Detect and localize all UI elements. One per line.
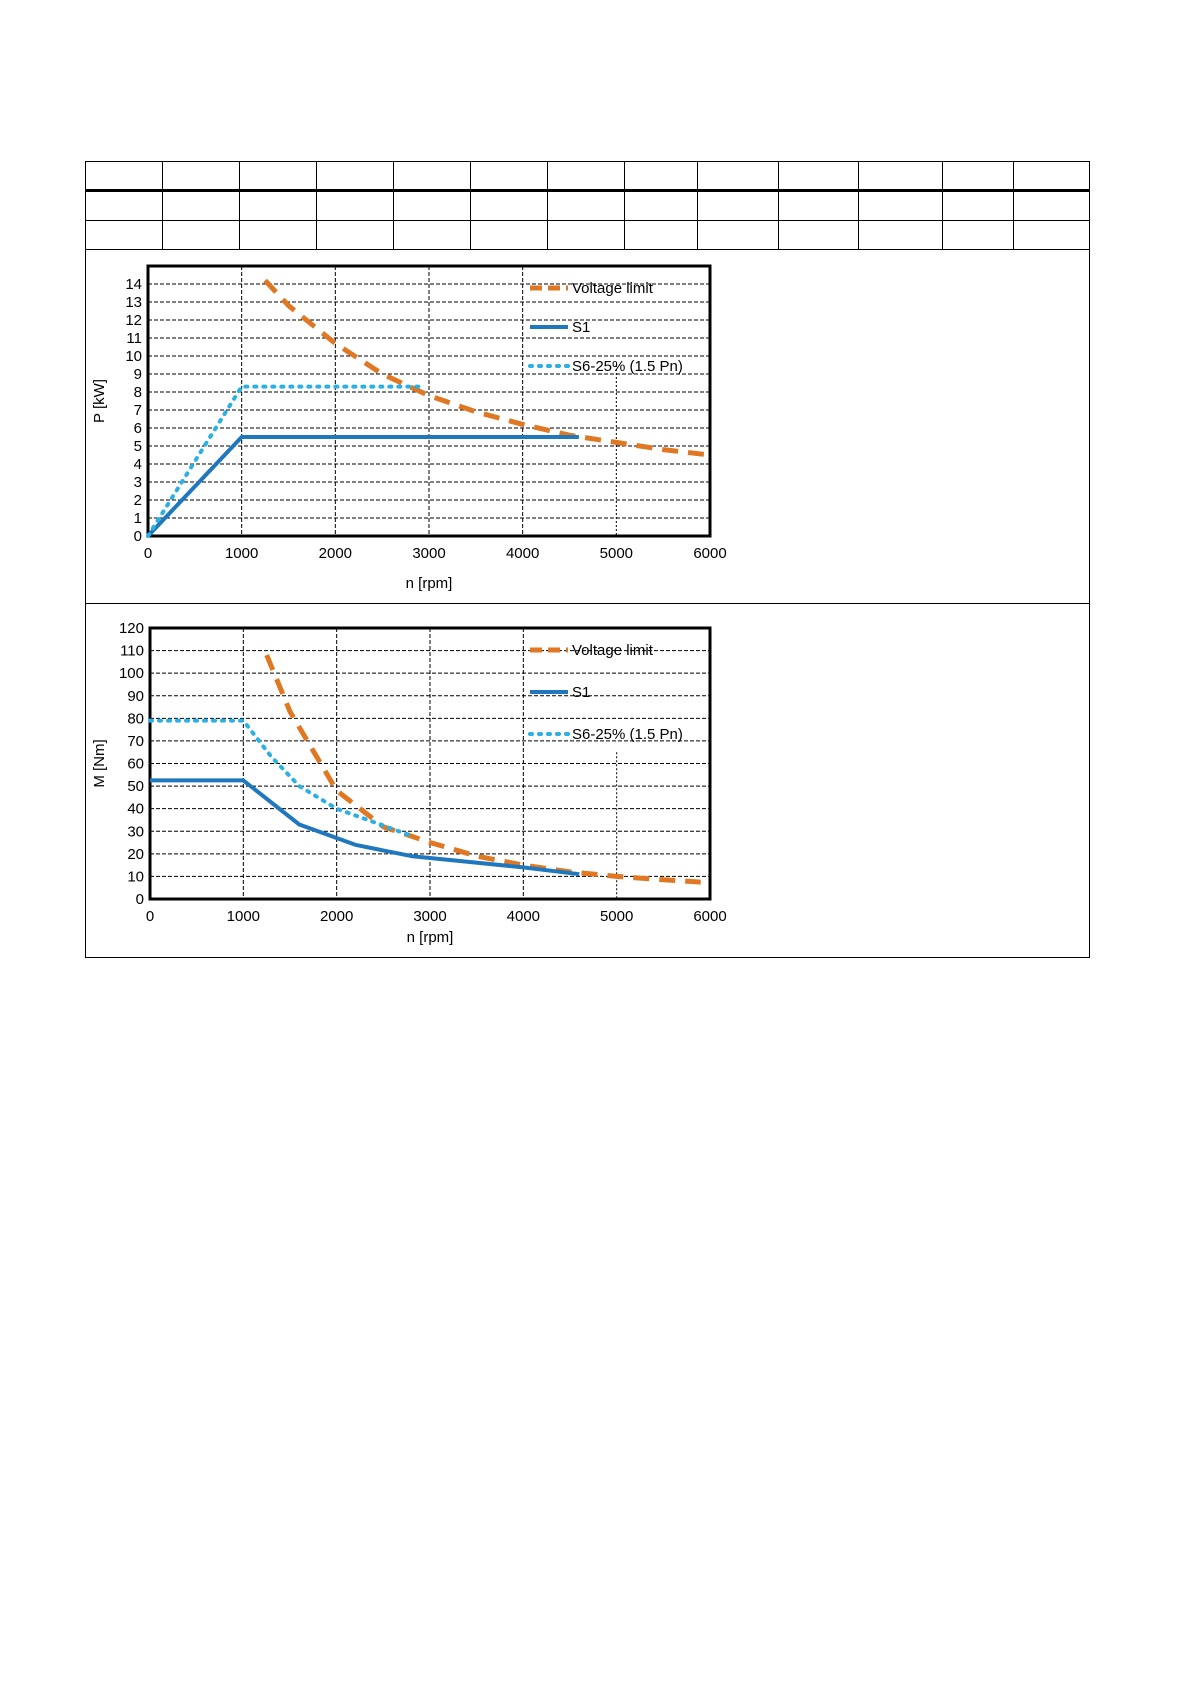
y-tick-label: 40 xyxy=(127,801,144,818)
y-tick-label: 100 xyxy=(119,665,144,682)
y-tick-label: 9 xyxy=(134,366,142,383)
y-tick-label: 13 xyxy=(125,294,142,311)
x-tick-label: 2000 xyxy=(320,908,353,925)
y-tick-label: 5 xyxy=(134,438,142,455)
y-tick-label: 6 xyxy=(134,420,142,437)
torque-chart-panel: Voltage limit S1 S6-25% (1.5 Pn) n [rpm] M… xyxy=(86,604,1089,958)
header-column-divider xyxy=(393,162,394,250)
x-tick-label: 5000 xyxy=(600,545,633,562)
header-row-1 xyxy=(86,162,1089,192)
y-tick-label: 10 xyxy=(127,868,144,885)
x-tick-label: 6000 xyxy=(693,908,726,925)
legend-label: S1 xyxy=(572,684,590,701)
legend-label: S1 xyxy=(572,319,590,336)
torque-chart: Voltage limit S1 S6-25% (1.5 Pn) n [rpm] M… xyxy=(91,620,727,946)
x-tick-label: 1000 xyxy=(227,908,260,925)
header-column-divider xyxy=(778,162,779,250)
header-column-divider xyxy=(624,162,625,250)
header-column-divider xyxy=(547,162,548,250)
y-tick-label: 20 xyxy=(127,846,144,863)
x-tick-label: 0 xyxy=(144,545,152,562)
y-tick-label: 3 xyxy=(134,474,142,491)
y-tick-label: 90 xyxy=(127,688,144,705)
x-tick-label: 3000 xyxy=(413,908,446,925)
y-tick-label: 50 xyxy=(127,778,144,795)
x-tick-label: 1000 xyxy=(225,545,258,562)
datasheet-frame: Voltage limit S1 S6-25% (1.5 Pn) n [rpm] P… xyxy=(85,161,1090,958)
header-column-divider xyxy=(858,162,859,250)
y-tick-label: 30 xyxy=(127,823,144,840)
legend-label: Voltage limit xyxy=(572,280,654,297)
y-tick-label: 4 xyxy=(134,456,142,473)
x-tick-label: 6000 xyxy=(693,545,726,562)
series-line-s6-25-1-5-pn xyxy=(148,718,414,838)
y-tick-label: 8 xyxy=(134,384,142,401)
header-column-divider xyxy=(162,162,163,250)
y-tick-label: 12 xyxy=(125,312,142,329)
header-column-divider xyxy=(470,162,471,250)
grid-layer xyxy=(148,626,712,901)
header-row-2 xyxy=(86,192,1089,221)
header-column-divider xyxy=(239,162,240,250)
x-axis-title: n [rpm] xyxy=(407,929,454,946)
legend-label: S6-25% (1.5 Pn) xyxy=(572,358,683,375)
grid-layer xyxy=(146,264,712,538)
y-tick-label: 1 xyxy=(134,510,142,527)
legend-label: Voltage limit xyxy=(572,642,654,659)
legend: Voltage limit S1 S6-25% (1.5 Pn) xyxy=(528,280,683,375)
y-tick-label: 7 xyxy=(134,402,142,419)
power-chart-panel: Voltage limit S1 S6-25% (1.5 Pn) n [rpm] P… xyxy=(86,250,1089,604)
x-axis-title: n [rpm] xyxy=(406,575,453,592)
y-tick-label: 2 xyxy=(134,492,142,509)
y-tick-label: 60 xyxy=(127,756,144,773)
y-tick-label: 110 xyxy=(120,643,144,660)
x-tick-label: 5000 xyxy=(600,908,633,925)
plot-frame xyxy=(148,626,712,901)
y-axis-title: P [kW] xyxy=(91,379,108,423)
y-tick-label: 70 xyxy=(127,733,144,750)
y-axis-title: M [Nm] xyxy=(91,739,108,787)
y-tick-label: 0 xyxy=(134,528,142,545)
plot-frame xyxy=(146,264,712,538)
x-tick-label: 4000 xyxy=(506,545,539,562)
y-tick-label: 14 xyxy=(125,276,142,293)
x-tick-label: 2000 xyxy=(319,545,352,562)
power-chart: Voltage limit S1 S6-25% (1.5 Pn) n [rpm] P… xyxy=(91,264,727,592)
legend: Voltage limit S1 S6-25% (1.5 Pn) xyxy=(528,642,683,743)
x-tick-label: 4000 xyxy=(507,908,540,925)
y-tick-label: 11 xyxy=(126,330,142,347)
y-tick-label: 10 xyxy=(125,348,142,365)
header-column-divider xyxy=(316,162,317,250)
header-column-divider xyxy=(942,162,943,250)
series-layer xyxy=(148,654,701,885)
x-tick-label: 3000 xyxy=(412,545,445,562)
x-tick-label: 0 xyxy=(146,908,154,925)
series-line-s1 xyxy=(146,435,579,538)
header-row-3 xyxy=(86,221,1089,250)
axis-layer: n [rpm] M [Nm] 0 10 20 30 40 50 60 70 80 90 100 110… xyxy=(91,620,727,946)
y-tick-label: 0 xyxy=(136,891,144,908)
y-tick-label: 80 xyxy=(127,710,144,727)
series-layer xyxy=(146,278,711,538)
header-column-divider xyxy=(697,162,698,250)
legend-label: S6-25% (1.5 Pn) xyxy=(572,726,683,743)
header-column-divider xyxy=(1013,162,1014,250)
y-tick-label: 120 xyxy=(119,620,144,637)
series-line-s1 xyxy=(150,778,580,877)
